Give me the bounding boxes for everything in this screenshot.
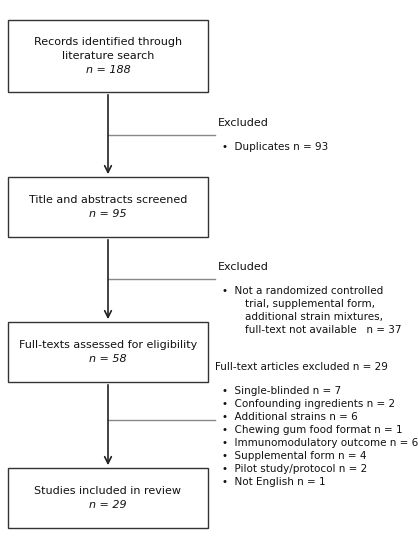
Text: Excluded: Excluded (218, 262, 269, 272)
Text: n = 29: n = 29 (89, 500, 127, 510)
Text: trial, supplemental form,: trial, supplemental form, (232, 299, 375, 309)
Text: •  Immunomodulatory outcome n = 6: • Immunomodulatory outcome n = 6 (222, 438, 418, 448)
Text: •  Duplicates n = 93: • Duplicates n = 93 (222, 142, 328, 152)
Text: n = 188: n = 188 (86, 65, 130, 75)
Text: Excluded: Excluded (218, 118, 269, 128)
Text: literature search: literature search (62, 51, 154, 61)
Text: •  Supplemental form n = 4: • Supplemental form n = 4 (222, 451, 367, 461)
Bar (8, 468, 208, 528)
Bar (8, 322, 208, 382)
Text: Full-text articles excluded n = 29: Full-text articles excluded n = 29 (215, 362, 388, 372)
Text: Title and abstracts screened: Title and abstracts screened (29, 195, 187, 205)
Text: Records identified through: Records identified through (34, 37, 182, 47)
Text: •  Pilot study/protocol n = 2: • Pilot study/protocol n = 2 (222, 464, 367, 474)
Text: •  Confounding ingredients n = 2: • Confounding ingredients n = 2 (222, 399, 395, 409)
Bar (8, 20, 208, 92)
Text: n = 95: n = 95 (89, 209, 127, 219)
Text: Studies included in review: Studies included in review (35, 486, 181, 496)
Text: n = 58: n = 58 (89, 354, 127, 364)
Bar (8, 177, 208, 237)
Text: Full-texts assessed for eligibility: Full-texts assessed for eligibility (19, 340, 197, 350)
Text: additional strain mixtures,: additional strain mixtures, (232, 312, 383, 322)
Text: •  Not English n = 1: • Not English n = 1 (222, 477, 326, 487)
Text: •  Not a randomized controlled: • Not a randomized controlled (222, 286, 383, 296)
Text: •  Additional strains n = 6: • Additional strains n = 6 (222, 412, 358, 422)
Text: •  Single-blinded n = 7: • Single-blinded n = 7 (222, 386, 341, 396)
Text: full-text not available   n = 37: full-text not available n = 37 (232, 325, 402, 335)
Text: •  Chewing gum food format n = 1: • Chewing gum food format n = 1 (222, 425, 403, 435)
